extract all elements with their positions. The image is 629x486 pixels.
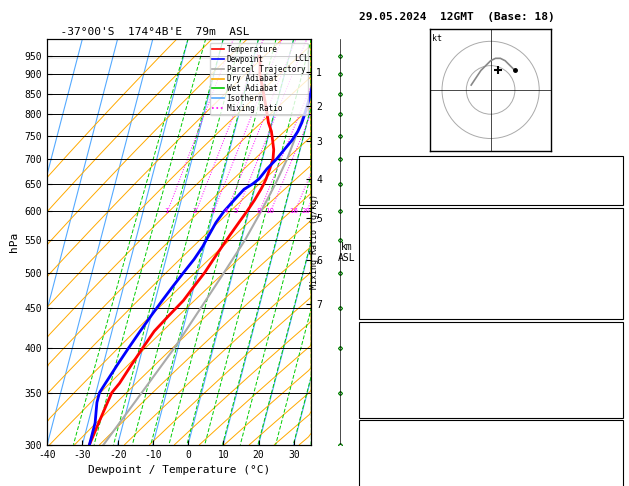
Text: PW (cm): PW (cm) <box>362 188 403 198</box>
Y-axis label: km
ASL: km ASL <box>338 242 356 263</box>
Text: Hodograph: Hodograph <box>464 422 517 432</box>
Text: Lifted Index: Lifted Index <box>362 370 432 380</box>
Text: 6: 6 <box>614 287 620 297</box>
Text: 10: 10 <box>608 225 620 235</box>
Text: StmSpd (kt): StmSpd (kt) <box>362 484 426 486</box>
Text: 1.59: 1.59 <box>596 188 620 198</box>
Text: Mixing Ratio (g/kg): Mixing Ratio (g/kg) <box>310 194 319 289</box>
Text: 1: 1 <box>164 208 169 214</box>
Text: 16: 16 <box>289 208 298 214</box>
Text: 1: 1 <box>614 271 620 281</box>
Text: Totals Totals: Totals Totals <box>362 173 438 183</box>
Text: 303: 303 <box>602 256 620 266</box>
Text: 6: 6 <box>614 385 620 396</box>
Text: StmDir: StmDir <box>362 469 397 479</box>
Text: θₑ(K): θₑ(K) <box>362 256 391 266</box>
Text: Temp (°C): Temp (°C) <box>362 225 415 235</box>
Text: 1: 1 <box>614 401 620 411</box>
Text: 14: 14 <box>608 484 620 486</box>
Text: LCL: LCL <box>294 54 309 63</box>
Text: 996: 996 <box>602 339 620 349</box>
Text: θₑ (K): θₑ (K) <box>362 354 397 364</box>
Text: 53: 53 <box>608 173 620 183</box>
Text: 29.05.2024  12GMT  (Base: 18): 29.05.2024 12GMT (Base: 18) <box>359 12 554 22</box>
Text: 5: 5 <box>234 208 238 214</box>
Text: EH: EH <box>362 437 374 448</box>
Text: CAPE (J): CAPE (J) <box>362 385 409 396</box>
Text: 20: 20 <box>301 208 310 214</box>
Text: 213°: 213° <box>596 469 620 479</box>
Text: 20: 20 <box>608 453 620 463</box>
X-axis label: Dewpoint / Temperature (°C): Dewpoint / Temperature (°C) <box>88 465 270 475</box>
Text: 1: 1 <box>614 370 620 380</box>
Text: -37°00'S  174°4B'E  79m  ASL: -37°00'S 174°4B'E 79m ASL <box>47 27 250 37</box>
Text: 8: 8 <box>257 208 261 214</box>
Text: Dewp (°C): Dewp (°C) <box>362 240 415 250</box>
Text: 4: 4 <box>223 208 228 214</box>
Text: CIN (J): CIN (J) <box>362 401 403 411</box>
Text: 8.8: 8.8 <box>602 240 620 250</box>
Text: SREH: SREH <box>362 453 385 463</box>
Text: Pressure (mb): Pressure (mb) <box>362 339 438 349</box>
Y-axis label: hPa: hPa <box>9 232 19 252</box>
Legend: Temperature, Dewpoint, Parcel Trajectory, Dry Adiabat, Wet Adiabat, Isotherm, Mi: Temperature, Dewpoint, Parcel Trajectory… <box>210 43 308 115</box>
Text: 10: 10 <box>265 208 274 214</box>
Text: CAPE (J): CAPE (J) <box>362 287 409 297</box>
Text: CIN (J): CIN (J) <box>362 302 403 312</box>
Text: kt: kt <box>432 34 442 43</box>
Text: Surface: Surface <box>470 209 511 219</box>
Text: Most Unstable: Most Unstable <box>452 323 529 333</box>
Text: 2: 2 <box>193 208 198 214</box>
Text: -24: -24 <box>602 437 620 448</box>
Text: Lifted Index: Lifted Index <box>362 271 432 281</box>
Text: 3: 3 <box>211 208 215 214</box>
Text: K: K <box>362 157 367 167</box>
Text: 1: 1 <box>614 302 620 312</box>
Text: 303: 303 <box>602 354 620 364</box>
Text: 25: 25 <box>608 157 620 167</box>
